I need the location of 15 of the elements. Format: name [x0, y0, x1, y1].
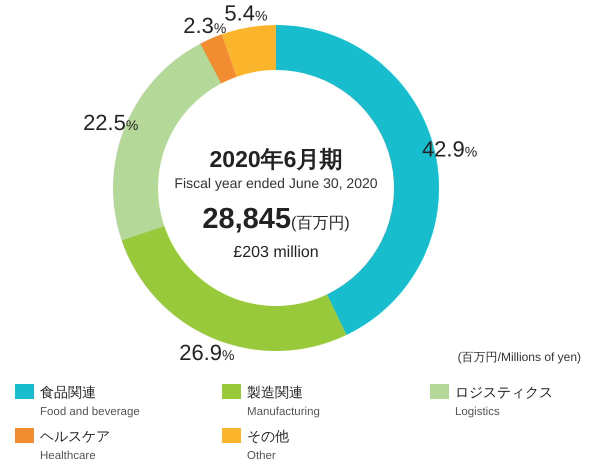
data-label: 22.5%: [83, 110, 138, 135]
donut-slice: [200, 34, 237, 84]
legend-label: ヘルスケア Healthcare: [40, 428, 110, 459]
data-label: 2.3%: [183, 12, 226, 38]
legend-label: その他 Other: [247, 428, 289, 459]
text: 28,845(百万円): [202, 203, 350, 235]
data-label: 5.4%: [224, 0, 268, 26]
legend-label: 製造関連 Manufacturing: [247, 384, 320, 418]
legend-label: 食品関連 Food and beverage: [40, 384, 140, 418]
text: 2020年6月期: [210, 146, 342, 172]
data-label: 26.9%: [179, 340, 234, 366]
text: (百万円/Millions of yen): [458, 350, 581, 364]
text: £203 million: [233, 244, 319, 261]
legend-label: ロジスティクス Logistics: [455, 384, 553, 418]
text: Fiscal year ended June 30, 2020: [174, 175, 378, 191]
